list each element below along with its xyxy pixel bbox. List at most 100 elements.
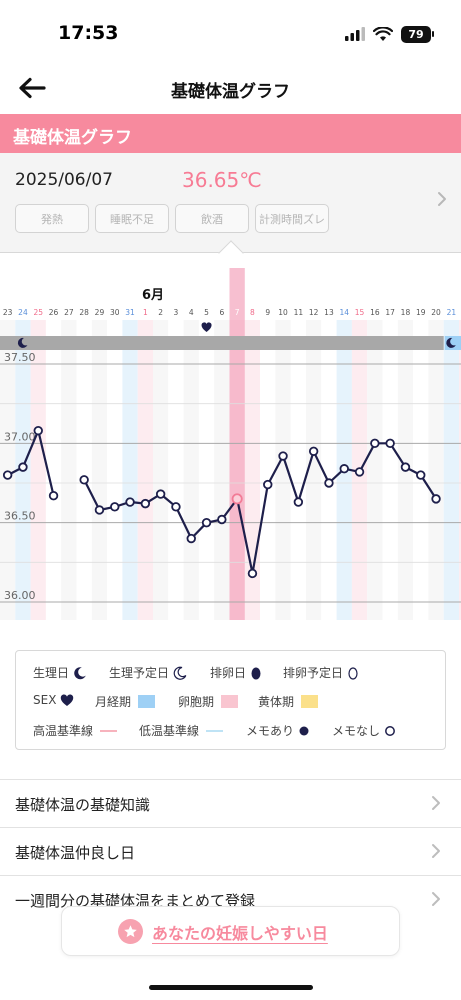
- day-label: 23: [3, 308, 13, 317]
- day-column: [443, 320, 459, 620]
- luteal-swatch: [301, 695, 319, 708]
- temperature-chart[interactable]: 23 24 25 26 27 28 29 30 31 1 2 3 4 5 6 7 8 9 10 11 12 13 14 15 1…: [0, 262, 461, 622]
- status-icons: 79: [345, 24, 434, 44]
- summary-date: 2025/06/07: [15, 170, 113, 190]
- day-label: 30: [110, 308, 120, 317]
- summary-temperature: 36.65℃: [182, 168, 262, 192]
- moon-marker: [446, 337, 456, 348]
- day-column: [61, 320, 77, 620]
- tag-drinking[interactable]: 飲酒: [175, 204, 249, 233]
- temperature-point: [140, 498, 151, 509]
- star-icon: [124, 925, 137, 938]
- day-label: 15: [355, 308, 365, 317]
- menu-weekly-register-label: 一週間分の基礎体温をまとめて登録: [15, 892, 256, 910]
- legend-low-line-label: 低温基準線: [139, 724, 200, 738]
- temperature-point: [155, 489, 166, 499]
- battery-level: 79: [408, 27, 424, 41]
- legend-sex: SEX: [33, 693, 74, 707]
- temperature-point: [217, 514, 227, 525]
- menu-basics[interactable]: 基礎体温の基礎知識: [0, 779, 461, 827]
- y-tick-label: 36.50: [4, 510, 36, 523]
- legend-ovulation-day-label: 排卵日: [210, 666, 247, 680]
- temperature-point: [370, 438, 380, 449]
- temperature-point: [18, 462, 28, 472]
- fertile-days-button[interactable]: あなたの妊娠しやすい日: [61, 906, 400, 956]
- legend-follicular-phase-label: 卵胞期: [178, 695, 215, 709]
- day-label: 14: [339, 308, 349, 317]
- day-label: 29: [95, 308, 105, 317]
- summary-panel[interactable]: 2025/06/07 36.65℃ 発熱 睡眠不足 飲酒 計測時間ズレ: [0, 153, 461, 253]
- temperature-point: [339, 464, 349, 474]
- menu-intimacy-days-label: 基礎体温仲良し日: [15, 844, 136, 862]
- legend-memo-no: メモなし: [332, 722, 396, 739]
- high-line-swatch: [100, 729, 118, 732]
- day-column: [214, 320, 230, 620]
- day-label: 19: [416, 308, 426, 317]
- selected-temperature-point: [231, 493, 243, 505]
- temperature-point: [385, 438, 395, 449]
- legend-menstrual-phase-label: 月経期: [95, 695, 132, 709]
- legend-predicted-period: 生理予定日: [109, 664, 187, 681]
- legend-predicted-period-label: 生理予定日: [109, 666, 170, 680]
- temperature-chart-svg[interactable]: 23 24 25 26 27 28 29 30 31 1 2 3 4 5 6 7 8 9 10 11 12 13 14 15 1…: [0, 262, 461, 622]
- tag-fever[interactable]: 発熱: [15, 204, 89, 233]
- tag-lack-of-sleep[interactable]: 睡眠不足: [95, 204, 169, 233]
- moon-solid-icon: [74, 666, 86, 679]
- day-label: 16: [370, 308, 380, 317]
- temperature-point: [94, 505, 105, 515]
- memo-empty-icon: [385, 725, 395, 736]
- menu-intimacy-days[interactable]: 基礎体温仲良し日: [0, 827, 461, 875]
- temperature-point: [247, 568, 258, 579]
- temperature-point: [308, 446, 319, 456]
- legend-luteal-phase: 黄体期: [258, 693, 319, 710]
- day-label: 24: [18, 308, 28, 317]
- legend-high-line: 高温基準線: [33, 722, 118, 739]
- day-column: [413, 320, 429, 620]
- menu-basics-label: 基礎体温の基礎知識: [15, 796, 151, 814]
- day-label: 9: [265, 308, 270, 317]
- legend-luteal-phase-label: 黄体期: [258, 695, 295, 709]
- temperature-point: [263, 479, 273, 490]
- temperature-point: [400, 462, 411, 472]
- legend-box: 生理日 生理予定日 排卵日 排卵予定日 SEX 月経期 卵胞期 黄体: [15, 650, 446, 750]
- battery-icon: 79: [401, 25, 434, 43]
- day-column: [306, 320, 322, 620]
- day-label: 5: [204, 308, 209, 317]
- day-label: 13: [324, 308, 334, 317]
- temperature-point: [431, 494, 441, 504]
- menu-weekly-register[interactable]: 一週間分の基礎体温をまとめて登録: [0, 875, 461, 923]
- month-label: 6月: [142, 288, 164, 303]
- back-button[interactable]: [14, 72, 50, 104]
- day-label: 18: [401, 308, 411, 317]
- day-label: 20: [431, 308, 441, 317]
- moon-marker: [17, 337, 28, 348]
- chevron-right-icon: [432, 844, 440, 858]
- y-tick-label: 37.00: [4, 430, 36, 443]
- day-column: [183, 320, 199, 620]
- legend-follicular-phase: 卵胞期: [178, 693, 239, 710]
- day-column: [275, 320, 291, 620]
- day-label: 1: [143, 308, 148, 317]
- y-tick-label: 37.50: [4, 351, 36, 364]
- tag-time-shift[interactable]: 計測時間ズレ: [255, 204, 329, 233]
- day-column: [137, 320, 153, 620]
- y-tick-label: 36.00: [4, 589, 36, 602]
- temperature-point: [48, 490, 59, 501]
- legend-memo-no-label: メモなし: [332, 724, 381, 738]
- legend-period-day-label: 生理日: [33, 666, 70, 680]
- temperature-point: [171, 502, 181, 512]
- status-time: 17:53: [58, 22, 119, 44]
- wifi-icon: [373, 26, 393, 41]
- status-bar: 17:53 79: [0, 0, 461, 62]
- legend-memo-yes: メモあり: [246, 722, 310, 739]
- day-column: [321, 320, 337, 620]
- chevron-right-icon[interactable]: [437, 191, 447, 207]
- follicular-swatch: [221, 695, 239, 708]
- day-label: 11: [294, 308, 304, 317]
- day-column: [76, 320, 92, 620]
- legend-period-day: 生理日: [33, 664, 87, 681]
- heart-icon: [61, 693, 74, 706]
- temperature-point: [79, 475, 89, 485]
- temperature-point: [110, 502, 120, 512]
- day-label: 28: [79, 308, 89, 317]
